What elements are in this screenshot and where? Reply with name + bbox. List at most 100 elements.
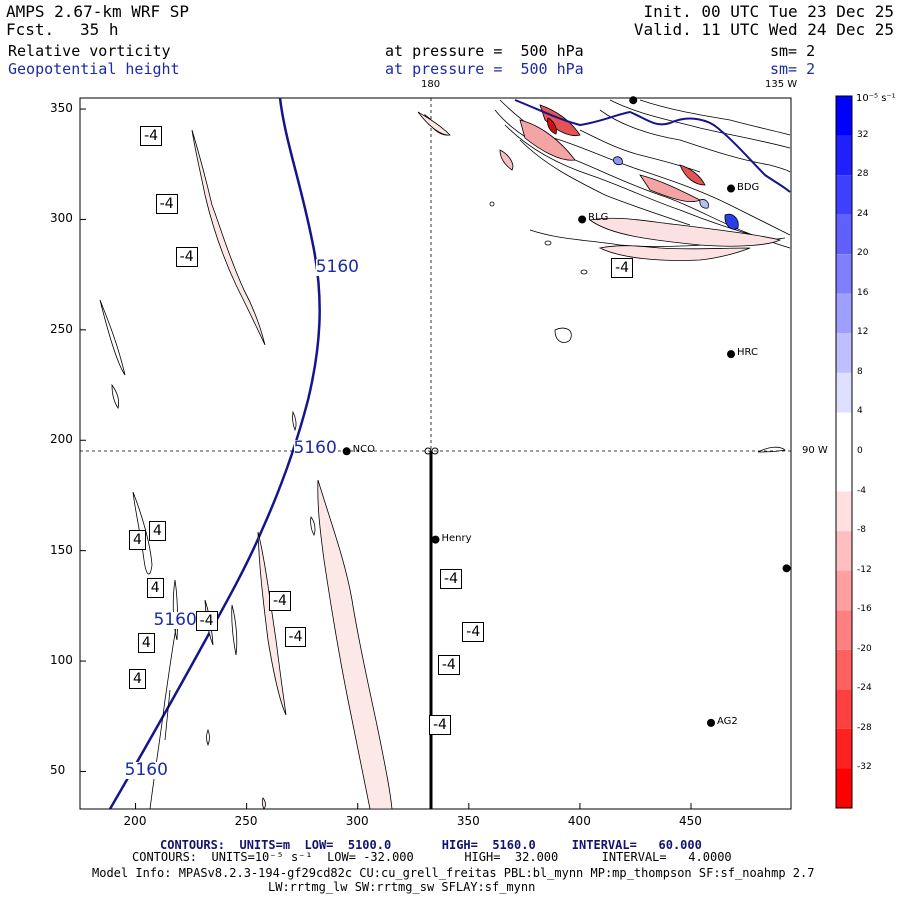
station-marker bbox=[727, 350, 736, 359]
vorticity-contour-label: -4 bbox=[462, 622, 485, 643]
footer-contours-height: CONTOURS: UNITS=m LOW= 5100.0 HIGH= 5160… bbox=[160, 838, 702, 852]
colorbar-tick-label: -28 bbox=[857, 722, 872, 733]
negative-vorticity-regions bbox=[191, 111, 451, 810]
colorbar-swatch bbox=[836, 728, 852, 769]
vorticity-contour-label: -4 bbox=[284, 626, 307, 647]
colorbar-tick-label: -20 bbox=[857, 643, 872, 654]
station-label: RLG bbox=[588, 212, 609, 224]
field-1-smoothing: sm= 2 bbox=[770, 42, 816, 60]
station-marker bbox=[707, 718, 716, 727]
meridian-label-135w: 135 W bbox=[765, 79, 798, 90]
station-label: AG2 bbox=[717, 715, 738, 727]
y-tick-label: 50 bbox=[50, 763, 66, 778]
vorticity-contour-label: -4 bbox=[175, 246, 198, 267]
field-2-name: Geopotential height bbox=[8, 60, 180, 78]
vorticity-contour-label: -4 bbox=[155, 193, 178, 214]
station-marker bbox=[629, 96, 638, 105]
init-time: Init. 00 UTC Tue 23 Dec 25 bbox=[643, 2, 894, 21]
station-label: BDG bbox=[737, 181, 760, 193]
footer-model-info-2: LW:rrtmg_lw SW:rrtmg_sw SFLAY:sf_mynn bbox=[268, 880, 536, 894]
x-tick-label: 350 bbox=[456, 814, 480, 828]
colorbar-swatch bbox=[836, 570, 852, 611]
forecast-hour: 35 h bbox=[80, 20, 119, 39]
vorticity-contour-label: -4 bbox=[611, 258, 634, 279]
station-label: NCO bbox=[352, 444, 375, 456]
field-1-level: at pressure = 500 hPa bbox=[385, 42, 584, 60]
colorbar-tick-label: 24 bbox=[857, 208, 869, 219]
colorbar-swatch bbox=[836, 412, 852, 452]
colorbar-swatch bbox=[836, 333, 852, 373]
vorticity-contour-label: -4 bbox=[440, 569, 463, 590]
colorbar-tick-label: 20 bbox=[857, 248, 869, 259]
y-tick-label: 200 bbox=[50, 432, 73, 447]
colorbar-swatch bbox=[836, 372, 852, 413]
colorbar-tick-label: 4 bbox=[857, 406, 863, 417]
meridian-label-90w: 90 W bbox=[802, 445, 828, 456]
model-title: AMPS 2.67-km WRF SP bbox=[6, 2, 190, 21]
route-origin-marker bbox=[431, 447, 439, 455]
field-2-level: at pressure = 500 hPa bbox=[385, 60, 584, 78]
colorbar-tick-label: 28 bbox=[857, 169, 869, 180]
colorbar-swatch bbox=[836, 768, 852, 808]
height-contour-label: 5160 bbox=[153, 610, 197, 631]
height-contour-label: 5160 bbox=[293, 438, 337, 459]
colorbar-swatch bbox=[836, 254, 852, 294]
height-contour-label: 5160 bbox=[124, 760, 168, 781]
colorbar-swatch bbox=[836, 175, 852, 215]
valid-time: Valid. 11 UTC Wed 24 Dec 25 bbox=[633, 20, 894, 39]
colorbar-swatch bbox=[836, 293, 852, 334]
colorbar-tick-label: -24 bbox=[857, 683, 872, 694]
colorbar-swatch bbox=[836, 135, 852, 176]
y-tick-label: 150 bbox=[50, 542, 73, 557]
y-tick-label: 300 bbox=[50, 211, 73, 226]
colorbar-tick-label: -32 bbox=[857, 762, 872, 773]
height-contour-label: 5160 bbox=[315, 257, 359, 278]
station-label: HRC bbox=[737, 347, 758, 359]
colorbar-unit-label: 10⁻⁵ s⁻¹ bbox=[856, 93, 896, 104]
colorbar-tick-label: 0 bbox=[857, 446, 863, 456]
vorticity-contour-label: -4 bbox=[428, 715, 451, 736]
colorbar-tick-label: 32 bbox=[857, 129, 869, 140]
geopotential-5160-contour bbox=[108, 97, 321, 810]
colorbar-tick-label: -16 bbox=[857, 604, 872, 615]
vorticity-contour-label: -4 bbox=[140, 125, 163, 146]
station-marker bbox=[727, 184, 736, 193]
field-1-name: Relative vorticity bbox=[8, 42, 171, 60]
station-marker bbox=[431, 535, 440, 544]
station-label: Henry bbox=[441, 532, 472, 544]
colorbar-tick-label: -4 bbox=[857, 485, 866, 496]
y-tick-label: 100 bbox=[50, 653, 73, 668]
vorticity-contour-label: 4 bbox=[146, 578, 164, 599]
footer-model-info: Model Info: MPASv8.2.3-194-gf29cd82c CU:… bbox=[92, 866, 815, 880]
vorticity-contour-label: -4 bbox=[195, 611, 218, 632]
station-marker bbox=[578, 215, 587, 224]
colorbar-swatch bbox=[836, 649, 852, 690]
x-tick-label: 250 bbox=[234, 814, 258, 828]
colorbar-frame bbox=[835, 95, 853, 809]
station-marker bbox=[342, 447, 351, 456]
vorticity-contour-label: -4 bbox=[268, 591, 291, 612]
colorbar-swatch bbox=[836, 452, 852, 492]
coastal-positive-vorticity bbox=[613, 156, 739, 230]
y-tick-label: 350 bbox=[50, 101, 73, 116]
coastal-vorticity-shading bbox=[424, 104, 782, 261]
vorticity-contour-label: 4 bbox=[137, 633, 155, 654]
colorbar-tick-label: -8 bbox=[857, 525, 866, 536]
colorbar-swatch bbox=[836, 214, 852, 255]
vorticity-contour-label: 4 bbox=[148, 520, 166, 541]
vorticity-contour-label: 4 bbox=[128, 668, 146, 689]
x-tick-label: 450 bbox=[679, 814, 702, 828]
colorbar-swatch bbox=[836, 491, 852, 532]
colorbar-swatch bbox=[836, 531, 852, 571]
x-tick-label: 200 bbox=[123, 814, 147, 828]
forecast-label: Fcst. bbox=[6, 20, 55, 39]
meridian-label-180: 180 bbox=[421, 79, 441, 90]
y-tick-label: 250 bbox=[50, 321, 73, 336]
colorbar-tick-label: 8 bbox=[857, 366, 863, 377]
colorbar-tick-label: 16 bbox=[857, 287, 869, 298]
colorbar-swatch bbox=[836, 610, 852, 650]
x-tick-label: 300 bbox=[345, 814, 369, 828]
vorticity-contour-label: 4 bbox=[128, 529, 146, 550]
colorbar-tick-label: 12 bbox=[857, 327, 869, 338]
